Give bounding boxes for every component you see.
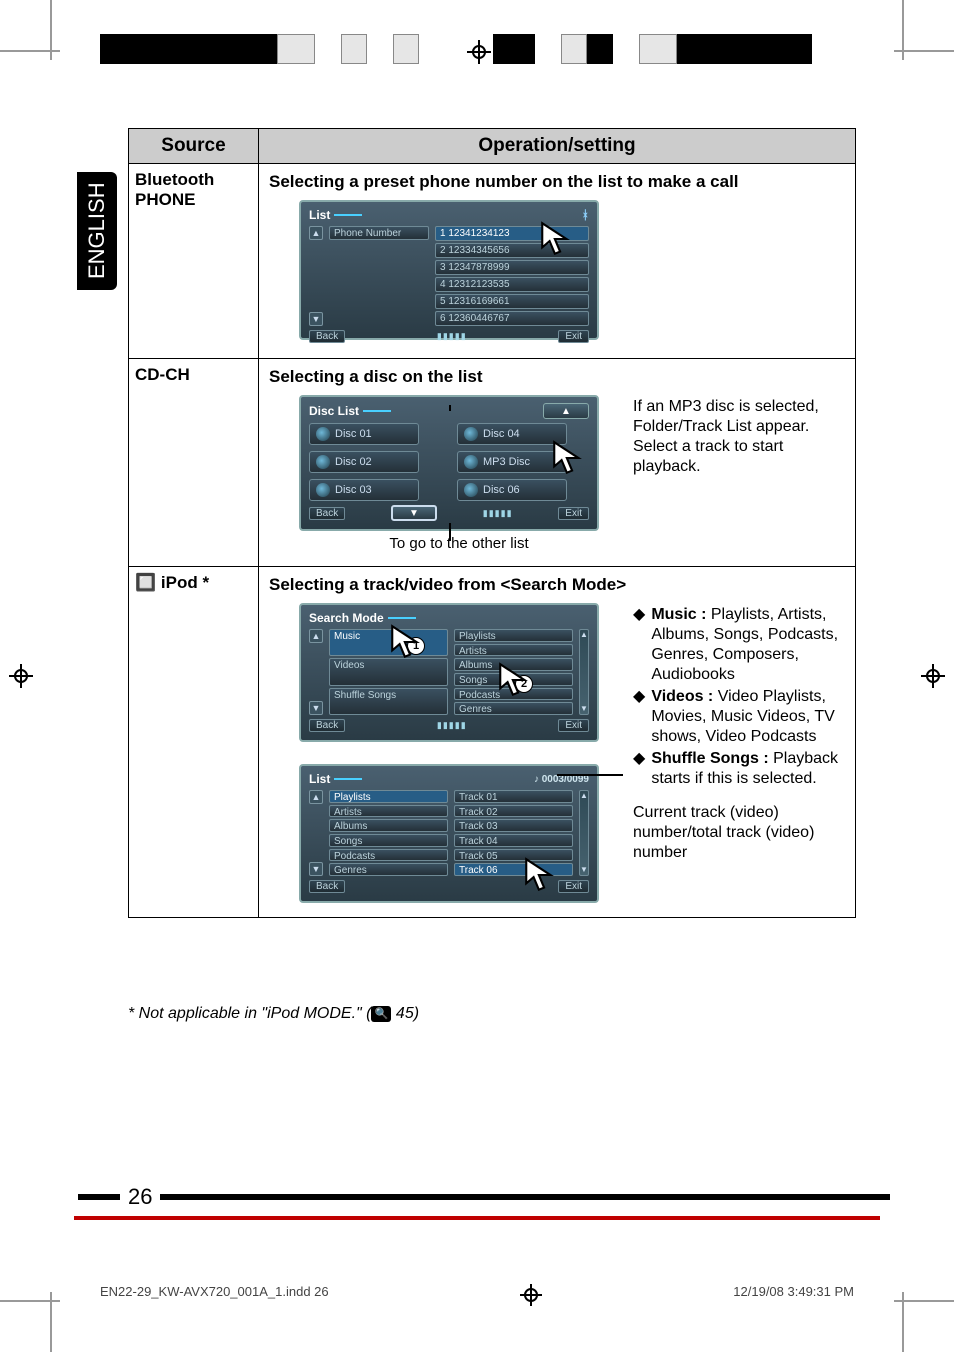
scroll-down-icon[interactable]: ▼ [309,862,323,876]
scrollbar[interactable]: ▲▼ [579,629,589,715]
track-item[interactable]: Track 04 [454,834,573,847]
category-item[interactable]: Genres [329,863,448,876]
callout-2: 2 [515,675,533,693]
panel-title: Search Mode [309,611,384,625]
search-mode-item[interactable]: Music [329,629,448,656]
track-item[interactable]: Track 02 [454,805,573,818]
phone-list-item[interactable]: 2 12334345656 [435,243,589,258]
phone-number-category[interactable]: Phone Number [329,226,429,240]
back-button[interactable]: Back [309,719,345,732]
registration-mark-right [921,664,945,688]
panel-caption: To go to the other list [299,535,619,552]
footer-rule [74,1216,880,1220]
phone-list-item[interactable]: 4 12312123535 [435,277,589,292]
source-bluetooth-phone: Bluetooth PHONE [129,164,259,359]
source-ipod: 🔲 iPod * [129,567,259,918]
imposition-footer: EN22-29_KW-AVX720_001A_1.indd 26 12/19/0… [100,1284,854,1306]
scroll-up-icon[interactable]: ▲ [309,629,323,643]
col-header-operation: Operation/setting [259,129,856,164]
page-number-block: 26 [78,1184,890,1210]
phone-list-item[interactable]: 3 12347878999 [435,260,589,275]
panel-title: List [309,208,330,222]
category-item[interactable]: Podcasts [329,849,448,862]
signal-icon: ▮▮▮▮▮ [437,331,467,342]
leader-line [557,774,623,776]
exit-button[interactable]: Exit [558,719,589,732]
back-button[interactable]: Back [309,880,345,893]
panel-title: Disc List [309,404,359,418]
search-mode-subitem[interactable]: Artists [454,644,573,657]
disc-button[interactable]: MP3 Disc [457,451,567,473]
search-mode-subitem[interactable]: Genres [454,702,573,715]
category-item[interactable]: Albums [329,819,448,832]
search-mode-subitem[interactable]: Songs [454,673,573,686]
signal-icon: ▮▮▮▮▮ [483,508,513,519]
page-up-button[interactable]: ▲ [543,403,589,419]
track-item[interactable]: Track 01 [454,790,573,803]
section-title: Selecting a track/video from <Search Mod… [269,575,845,595]
category-item[interactable]: Playlists [329,790,448,803]
search-mode-subitem[interactable]: Podcasts [454,688,573,701]
track-item[interactable]: Track 03 [454,819,573,832]
imposition-timestamp: 12/19/08 3:49:31 PM [733,1284,854,1306]
signal-icon: ▮▮▮▮▮ [437,720,467,731]
scroll-up-icon[interactable]: ▲ [309,790,323,804]
counter-note: Current track (video) number/total track… [633,803,845,863]
phone-list-item[interactable]: 1 12341234123 [435,226,589,241]
scroll-down-icon[interactable]: ▼ [309,701,323,715]
section-title: Selecting a preset phone number on the l… [269,172,845,192]
registration-mark-bottom [520,1284,542,1306]
note-icon: ♪ [534,774,539,785]
category-item[interactable]: Artists [329,805,448,818]
bluetooth-icon: ᚼ [582,208,589,222]
search-mode-subitem[interactable]: Playlists [454,629,573,642]
search-mode-panel: Search Mode ▲ ▼ MusicVideos Shuffle Songs… [299,603,599,742]
exit-button[interactable]: Exit [558,880,589,893]
search-mode-item[interactable]: Videos [329,658,448,685]
bullet-item: ◆Videos : Video Playlists, Movies, Music… [633,687,845,747]
scroll-down-icon[interactable]: ▼ [309,312,323,326]
panel-title: List [309,772,330,786]
section-title: Selecting a disc on the list [269,367,845,387]
page-ref-icon: 🔍 [371,1006,391,1022]
content-table: Source Operation/setting Bluetooth PHONE… [128,128,856,918]
exit-button[interactable]: Exit [558,330,589,343]
col-header-source: Source [129,129,259,164]
category-item[interactable]: Songs [329,834,448,847]
bullet-item: ◆Shuffle Songs : Playback starts if this… [633,749,845,789]
language-tab: ENGLISH [77,172,117,290]
page-number: 26 [128,1184,152,1210]
scrollbar[interactable]: ▲▼ [579,790,589,876]
bullet-item: ◆Music : Playlists, Artists, Albums, Son… [633,605,845,685]
phone-list-item[interactable]: 6 12360446767 [435,311,589,326]
track-item[interactable]: Track 06 [454,863,573,876]
phone-list-panel: List ᚼ ▲ ▼ Phone Number 1 12341234123 2 1… [299,200,599,340]
disc-list-panel: Disc List ▲ Disc 01 Disc 04 Disc 02 MP3 Dis… [299,395,599,531]
track-item[interactable]: Track 05 [454,849,573,862]
source-cd-ch: CD-CH [129,359,259,567]
exit-button[interactable]: Exit [558,507,589,520]
imposition-file: EN22-29_KW-AVX720_001A_1.indd 26 [100,1284,329,1306]
search-mode-subitem[interactable]: Albums [454,658,573,671]
page-down-button[interactable]: ▼ [391,505,437,521]
track-list-panel: List ♪ 0003/0099 ▲ ▼ [299,764,599,903]
back-button[interactable]: Back [309,507,345,520]
ipod-glyph-icon: 🔲 [135,573,156,592]
disc-button[interactable]: Disc 06 [457,479,567,501]
disc-button[interactable]: Disc 01 [309,423,419,445]
scroll-up-icon[interactable]: ▲ [309,226,323,240]
disc-button[interactable]: Disc 03 [309,479,419,501]
disc-button[interactable]: Disc 04 [457,423,567,445]
footnote: * Not applicable in "iPod MODE." (🔍 45) [128,1005,419,1023]
phone-list-item[interactable]: 5 12316169661 [435,294,589,309]
disc-button[interactable]: Disc 02 [309,451,419,473]
callout-1: 1 [407,637,425,655]
search-mode-item[interactable]: Shuffle Songs [329,688,448,715]
header-density-strip [100,34,854,64]
cd-ch-description: If an MP3 disc is selected, Folder/Track… [633,395,845,477]
registration-mark-left [9,664,33,688]
back-button[interactable]: Back [309,330,345,343]
